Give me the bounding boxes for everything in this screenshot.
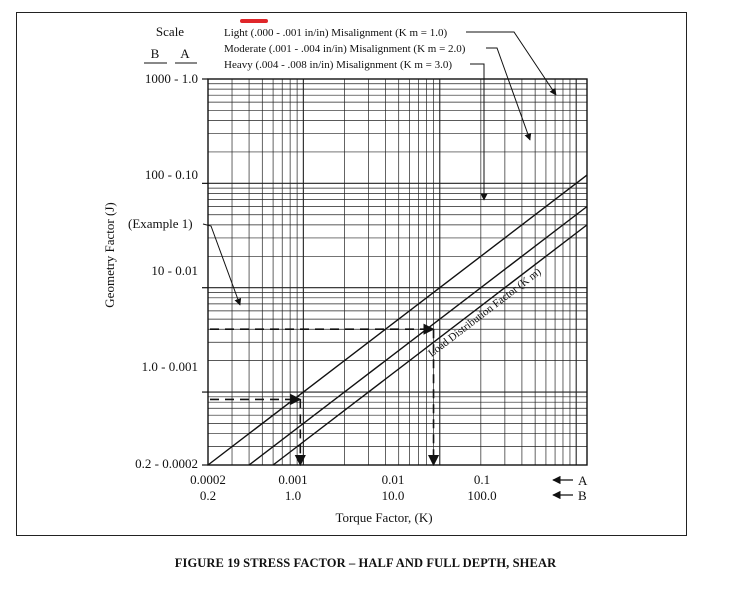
plot-border [207,78,588,466]
x-tick-label-a: 0.0002 [190,472,226,487]
scale-col-b: B [151,46,160,61]
scale-a-marker: A [578,473,588,488]
figure-frame [16,12,687,536]
y-tick-label: 10 - 0.01 [151,263,198,278]
leader-heavy [470,63,488,201]
example-annotation: (Example 1) [128,216,193,231]
scale-col-a: A [180,46,190,61]
x-tick-label-b: 0.2 [200,488,216,503]
leader-light [466,31,557,96]
scale-b-marker: B [578,488,587,503]
legend-light: Light (.000 - .001 in/in) Misalignment (… [224,27,447,39]
plot-grid [207,78,587,466]
series-line [248,205,588,466]
example-paths [210,323,440,467]
x-tick-label-a: 0.1 [474,472,490,487]
y-tick-label: 0.2 - 0.0002 [135,456,198,471]
red-highlight-mark [240,19,268,23]
series-lines [207,174,588,466]
series-line [272,224,588,466]
x-tick-label-b: 1.0 [285,488,301,503]
x-tick-labels: 0.0002 0.001 0.01 0.1 0.2 1.0 10.0 100.0 [190,472,497,503]
y-axis-title: Geometry Factor (J) [102,202,117,307]
leader-moderate [486,47,532,141]
y-tick-label: 100 - 0.10 [145,167,198,182]
legend-moderate: Moderate (.001 - .004 in/in) Misalignmen… [224,43,466,55]
series-line [207,174,588,466]
y-tick-label: 1000 - 1.0 [145,71,198,86]
y-tick-label: 1.0 - 0.001 [142,359,198,374]
scale-header: Scale [156,24,184,39]
legend-heavy: Heavy (.004 - .008 in/in) Misalignment (… [224,59,452,71]
x-tick-label-a: 0.001 [278,472,307,487]
y-tick-labels: 1000 - 1.0 100 - 0.10 10 - 0.01 1.0 - 0.… [135,71,198,471]
x-tick-label-b: 10.0 [382,488,405,503]
x-axis-title: Torque Factor, (K) [335,510,432,525]
y-tick-marks [202,78,208,466]
load-distribution-label: Load Distribution Factor (K m) [426,266,544,360]
figure-caption: FIGURE 19 STRESS FACTOR – HALF AND FULL … [174,556,557,570]
x-tick-label-a: 0.01 [382,472,405,487]
example-leader [202,223,242,306]
x-tick-label-b: 100.0 [467,488,496,503]
